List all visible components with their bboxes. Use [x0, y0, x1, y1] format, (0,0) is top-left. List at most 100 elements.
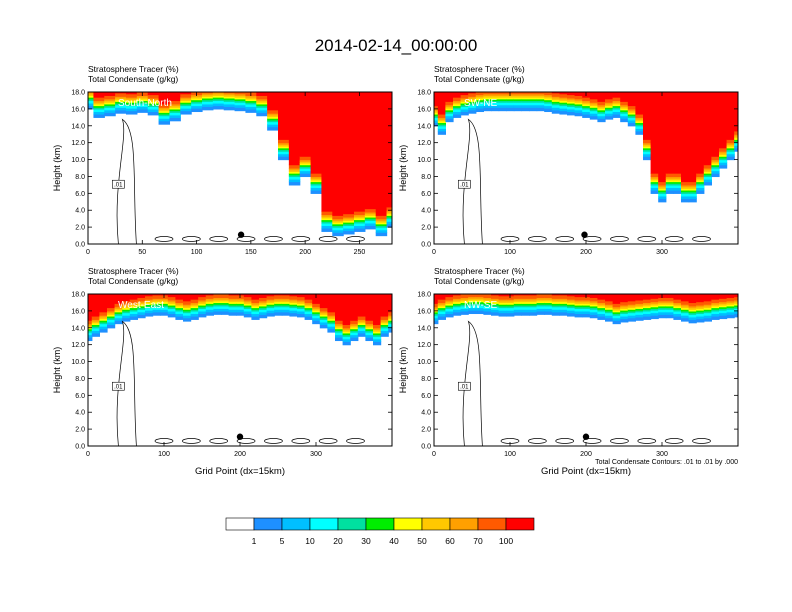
tracer-cell: [343, 216, 355, 220]
tracer-cell: [696, 301, 705, 306]
panel-header-tracer: Stratosphere Tracer (%): [88, 266, 179, 276]
tracer-cell: [267, 114, 279, 118]
tracer-cell: [544, 305, 553, 309]
tracer-cell: [434, 306, 439, 309]
tracer-cell: [605, 309, 614, 312]
tracer-cell: [513, 299, 522, 303]
tracer-cell: [310, 184, 323, 189]
tracer-cell: [536, 104, 545, 108]
tracer-cell: [536, 305, 545, 309]
tracer-cell: [574, 303, 583, 306]
tracer-cell: [529, 98, 538, 102]
tracer-cell: [375, 227, 388, 231]
tracer-cell: [158, 115, 171, 119]
tracer-cell: [483, 102, 492, 106]
tracer-cell: [567, 305, 576, 309]
tracer-cell: [93, 111, 105, 115]
tracer-cell: [597, 111, 606, 114]
tracer-cell: [719, 315, 728, 320]
tracer-cell: [544, 96, 553, 99]
tracer-cell: [665, 294, 674, 298]
tracer-cell: [673, 294, 682, 300]
tracer-cell: [582, 97, 591, 102]
tracer-cell: [483, 92, 492, 95]
tracer-cell: [688, 193, 697, 197]
tracer-cell: [536, 300, 545, 304]
tracer-cell: [445, 303, 454, 306]
tracer-cell: [719, 162, 728, 166]
tracer-cell: [673, 305, 682, 309]
tracer-cell: [434, 115, 439, 118]
tracer-field: [434, 92, 738, 203]
tracer-cell: [445, 310, 454, 315]
tracer-cell: [688, 188, 697, 191]
tracer-cell: [559, 93, 568, 98]
tracer-cell: [643, 92, 652, 140]
tracer-cell: [364, 92, 377, 210]
tracer-cell: [445, 109, 454, 113]
tracer-cell: [513, 294, 522, 296]
colorbar-label: 100: [499, 536, 513, 546]
tracer-cell: [703, 181, 712, 186]
colorbar-swatch: [505, 517, 535, 531]
tracer-cell: [605, 304, 614, 307]
tracer-cell: [589, 305, 598, 309]
tracer-cell: [567, 111, 576, 116]
tracer-cell: [375, 232, 388, 237]
tracer-cell: [386, 211, 392, 215]
tracer-cell: [373, 336, 382, 340]
tracer-cell: [658, 314, 667, 319]
tracer-cell: [605, 310, 614, 314]
tracer-cell: [198, 308, 207, 312]
tracer-cell: [88, 320, 93, 325]
tracer-cell: [703, 300, 712, 305]
tracer-cell: [137, 304, 146, 307]
tracer-cell: [567, 101, 576, 104]
tracer-cell: [612, 317, 621, 321]
tracer-cell: [673, 173, 682, 178]
tracer-cell: [88, 332, 93, 336]
tracer-cell: [445, 111, 454, 114]
tracer-cell: [289, 312, 298, 317]
tracer-cell: [312, 315, 321, 319]
tracer-cell: [643, 305, 652, 309]
tracer-cell: [703, 294, 712, 302]
tracer-cell: [483, 308, 492, 312]
tracer-cell: [198, 299, 207, 303]
tracer-cell: [202, 92, 214, 96]
tracer-cell: [445, 299, 454, 303]
tracer-cell: [491, 102, 500, 106]
tracer-cell: [734, 303, 738, 306]
tracer-cell: [236, 309, 245, 313]
tracer-cell: [136, 106, 149, 110]
tracer-cell: [289, 310, 298, 314]
tracer-cell: [513, 311, 522, 316]
tracer-cell: [681, 317, 690, 322]
tracer-cell: [364, 220, 377, 224]
tracer-cell: [107, 314, 116, 317]
contour-blob: [692, 236, 711, 242]
tracer-cell: [343, 92, 355, 215]
tracer-cell: [734, 130, 738, 135]
tracer-cell: [327, 315, 336, 318]
tracer-cell: [434, 117, 439, 121]
tracer-cell: [544, 97, 553, 101]
tracer-cell: [312, 313, 321, 316]
tracer-cell: [491, 294, 500, 296]
tracer-cell: [597, 299, 606, 304]
tracer-cell: [228, 301, 237, 304]
tracer-cell: [278, 156, 290, 161]
tracer-cell: [137, 314, 146, 319]
tracer-cell: [620, 311, 629, 315]
tracer-cell: [256, 98, 268, 102]
tracer-cell: [437, 122, 446, 125]
tracer-cell: [319, 310, 328, 314]
tracer-cell: [266, 310, 275, 314]
tracer-cell: [605, 312, 614, 316]
tracer-cell: [544, 108, 553, 113]
tracer-cell: [332, 220, 344, 223]
tracer-cell: [175, 313, 184, 317]
tracer-cell: [620, 301, 629, 306]
tracer-cell: [574, 294, 583, 298]
tracer-cell: [343, 223, 355, 227]
